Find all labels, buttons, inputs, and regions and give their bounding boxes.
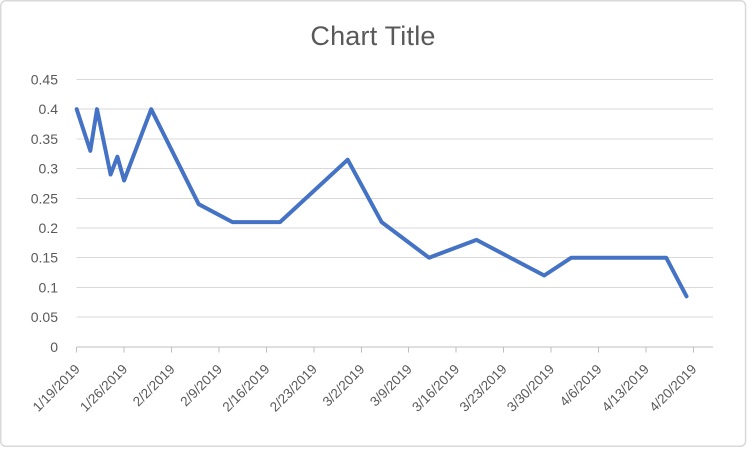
y-axis-label: 0 [50, 339, 58, 355]
data-line [74, 107, 689, 299]
x-axis-label: 2/23/2019 [267, 362, 320, 415]
x-axis-label: 3/30/2019 [504, 362, 557, 415]
y-axis-label: 0.05 [31, 309, 58, 325]
x-axis-label: 3/9/2019 [367, 362, 415, 410]
y-axis-label: 0.3 [39, 161, 59, 177]
x-axis-label: 2/9/2019 [177, 362, 225, 410]
y-axis-label: 0.1 [39, 279, 59, 295]
y-axis-label: 0.2 [39, 220, 59, 236]
y-axis-label: 0.35 [31, 131, 58, 147]
x-axis-label: 1/19/2019 [30, 362, 83, 415]
y-axis-label: 0.25 [31, 190, 58, 206]
x-axis-label: 4/6/2019 [557, 362, 605, 410]
x-axis-label: 2/16/2019 [219, 362, 272, 415]
x-axis-label: 3/2/2019 [320, 362, 368, 410]
chart-title: Chart Title [310, 21, 436, 51]
x-axis-label: 2/2/2019 [130, 362, 178, 410]
x-axis-label: 3/23/2019 [457, 362, 510, 415]
x-axis-label: 3/16/2019 [409, 362, 462, 415]
x-axis-label: 4/13/2019 [599, 362, 652, 415]
x-axis-label: 1/26/2019 [77, 362, 130, 415]
y-axis-label: 0.4 [39, 101, 59, 117]
y-axis-label: 0.15 [31, 250, 58, 266]
y-axis-label: 0.45 [31, 72, 58, 88]
x-axis-label: 4/20/2019 [646, 362, 699, 415]
